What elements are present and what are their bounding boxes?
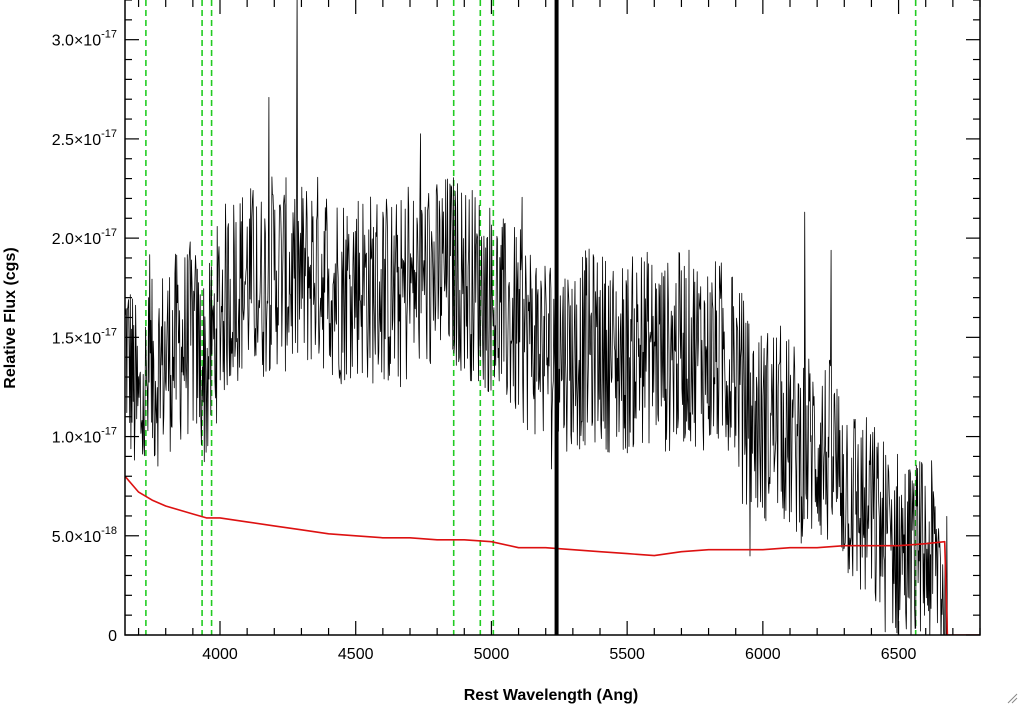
x-axis-title: Rest Wavelength (Ang) — [464, 687, 639, 704]
y-tick-label: 2.0×10-17 — [52, 227, 117, 248]
plot-frame — [124, 0, 981, 636]
y-tick-label: 5.0×10-18 — [52, 525, 117, 546]
x-tick-label: 6500 — [881, 646, 917, 663]
y-tick-label: 2.5×10-17 — [52, 128, 117, 149]
spectrum-series-1 — [125, 475, 980, 635]
resize-grip-icon[interactable] — [1006, 692, 1018, 704]
x-tick-label: 5500 — [609, 646, 645, 663]
reference-lines — [145, 0, 917, 635]
x-tick-label: 4000 — [202, 646, 238, 663]
x-axis: 4000 4500 5000 5500 6000 6500 — [137, 0, 981, 663]
x-tick-label: 4500 — [338, 646, 374, 663]
y-axis: 0 5.0×10-18 1.0×10-17 1.5×10-17 2.0×10-17 2.5… — [52, 0, 980, 645]
y-tick-label: 1.5×10-17 — [52, 326, 117, 347]
x-tick-label: 6000 — [745, 646, 781, 663]
spectrum-series-0 — [125, 0, 948, 635]
y-tick-label: 3.0×10-17 — [52, 29, 117, 50]
y-axis-title: Relative Flux (cgs) — [2, 247, 19, 388]
y-tick-label: 0 — [108, 628, 117, 645]
series-layer — [125, 0, 980, 635]
x-tick-label: 5000 — [474, 646, 510, 663]
plot-border — [124, 0, 981, 636]
y-tick-label: 1.0×10-17 — [52, 426, 117, 447]
